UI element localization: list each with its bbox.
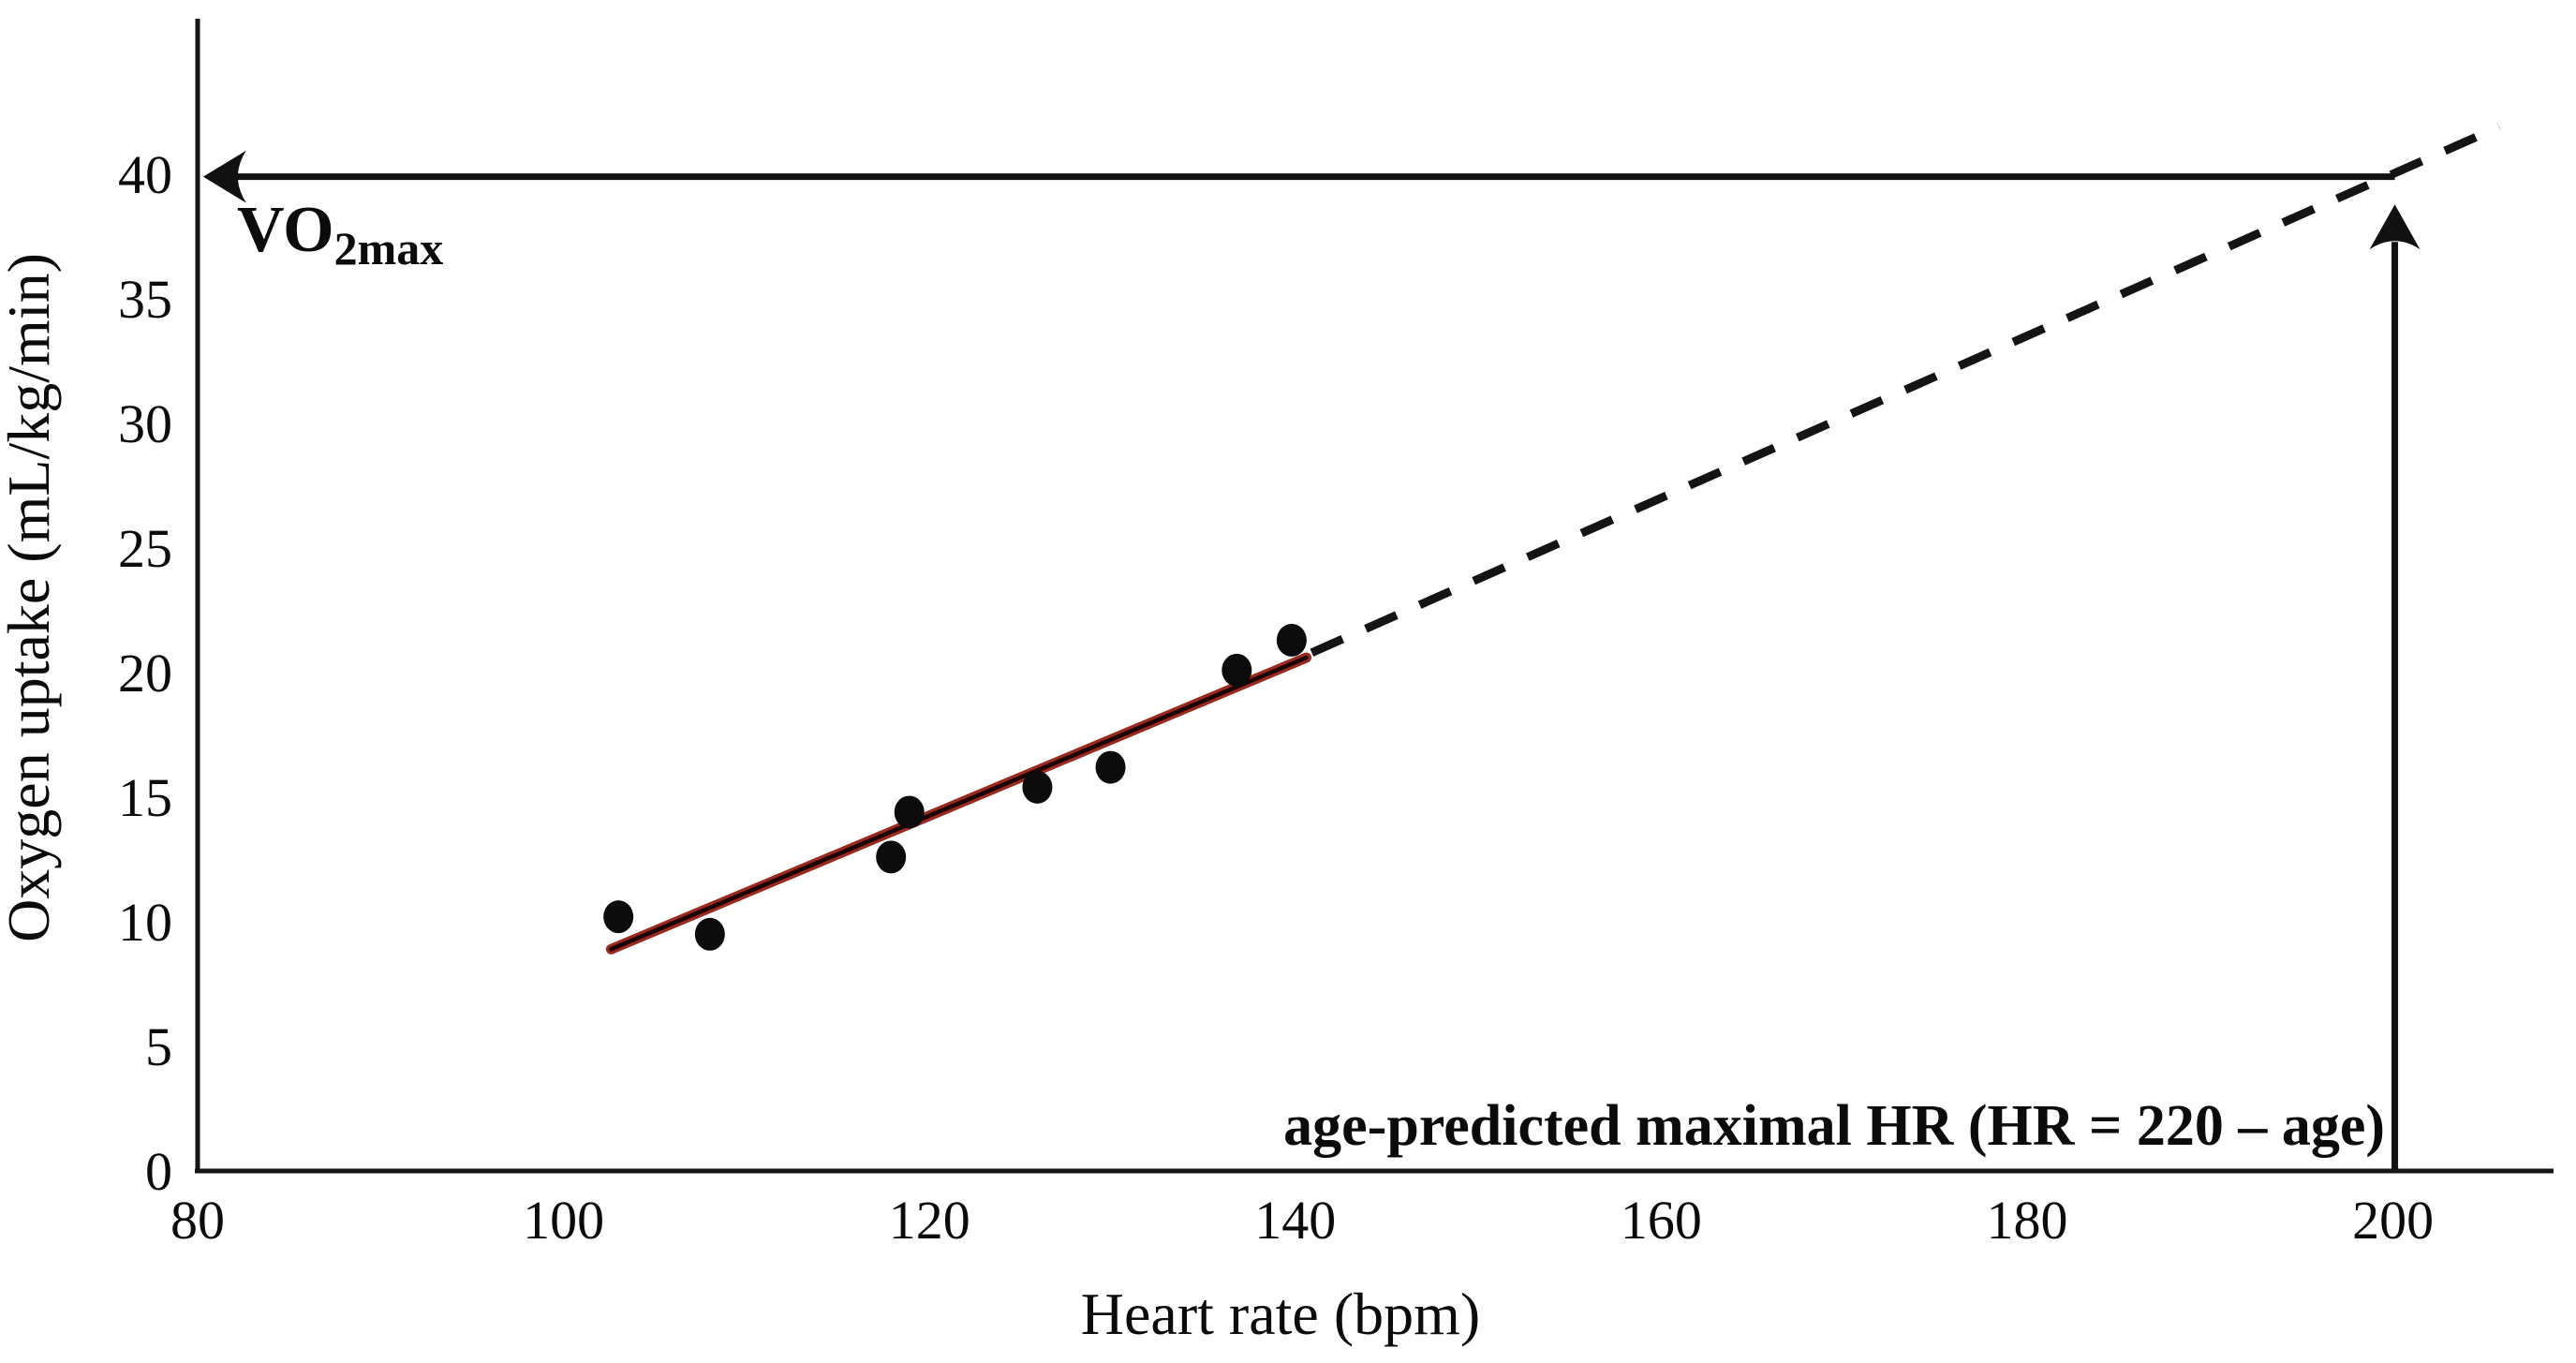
x-tick-label: 160 bbox=[1621, 1190, 1702, 1251]
y-tick-label: 35 bbox=[118, 269, 172, 330]
data-point bbox=[876, 840, 907, 874]
arrows-group bbox=[202, 150, 2421, 1169]
y-tick-label: 20 bbox=[118, 643, 172, 704]
data-point bbox=[603, 900, 634, 934]
y-tick-label: 25 bbox=[118, 518, 172, 579]
data-point bbox=[1022, 770, 1053, 804]
vo2max-annotation-subscript: 2max bbox=[334, 222, 444, 274]
data-point bbox=[894, 795, 925, 829]
y-tick-label: 30 bbox=[118, 393, 172, 454]
y-tick-label: 5 bbox=[145, 1016, 172, 1077]
x-axis-title: Heart rate (bpm) bbox=[1081, 1281, 1480, 1347]
x-tick-label: 120 bbox=[889, 1190, 970, 1251]
regression-line bbox=[609, 655, 1309, 952]
y-tick-label: 40 bbox=[118, 144, 172, 205]
y-tick-label: 0 bbox=[145, 1141, 172, 1202]
x-tick-label: 140 bbox=[1254, 1190, 1336, 1251]
x-tick-label: 200 bbox=[2352, 1190, 2434, 1251]
y-tick-label: 10 bbox=[118, 892, 172, 953]
vo2max-arrowhead-left-icon bbox=[202, 150, 246, 203]
x-tick-label: 180 bbox=[1987, 1190, 2068, 1251]
data-point bbox=[1276, 623, 1307, 657]
y-tick-label: 15 bbox=[118, 767, 172, 828]
x-tick-label: 100 bbox=[523, 1190, 604, 1251]
data-point bbox=[694, 917, 725, 951]
x-tick-label: 80 bbox=[170, 1190, 225, 1251]
axes-group bbox=[195, 19, 2554, 1174]
data-point bbox=[1221, 653, 1252, 687]
vo2max-annotation-main: VO bbox=[237, 194, 334, 266]
hrmax-annotation: age-predicted maximal HR (HR = 220 – age… bbox=[1283, 1094, 2385, 1158]
y-axis-title: Oxygen uptake (mL/kg/min) bbox=[0, 253, 62, 942]
data-point bbox=[1095, 750, 1126, 784]
series-group bbox=[603, 123, 2501, 955]
extrapolation-dashed-line bbox=[1310, 123, 2501, 657]
tick-labels-group: 80 100 120 140 160 180 200 0 5 10 15 20 25 30 35 40 bbox=[118, 144, 2434, 1251]
hrmax-arrowhead-up-icon bbox=[2369, 204, 2421, 250]
vo2max-annotation: VO2max bbox=[237, 194, 443, 274]
